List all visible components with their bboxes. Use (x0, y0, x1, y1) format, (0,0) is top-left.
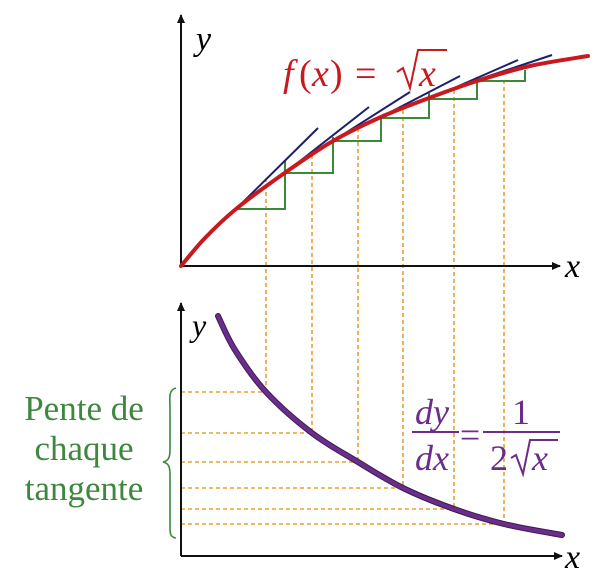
derivative-numerator: dy (415, 392, 449, 432)
equals-sign: = (460, 415, 480, 455)
paren-open: ( (299, 53, 312, 95)
annotation-line-1: Pente de (24, 389, 144, 428)
sqrt-sign-icon (510, 439, 558, 478)
radicand: x (418, 53, 436, 95)
guide-lines (181, 80, 505, 525)
rhs-radicand: x (531, 438, 548, 478)
sqrt-sign-icon (396, 49, 447, 92)
paren-close: ) (330, 53, 343, 95)
bottom-y-axis-label: y (189, 307, 207, 343)
derivative-curve (216, 314, 564, 537)
function-arg: x (311, 53, 329, 95)
top-x-axis-label: x (564, 248, 580, 285)
slope-step (285, 137, 334, 174)
slope-step (477, 70, 526, 82)
slope-steps (237, 70, 526, 210)
function-curve (179, 54, 590, 268)
function-name: f (283, 53, 298, 95)
derivative-curve-outline (215, 313, 565, 538)
rhs-numerator: 1 (512, 392, 530, 432)
derivative-denominator: dx (415, 438, 449, 478)
annotation-line-3: tangente (25, 469, 144, 508)
slope-step (429, 77, 478, 100)
slope-step (381, 93, 430, 119)
slope-step (333, 118, 382, 142)
brace-icon (162, 387, 177, 539)
function-label: f ( x ) = x (283, 49, 447, 95)
tangent-line (235, 127, 319, 210)
equals-sign: = (355, 53, 376, 95)
top-y-axis-label: y (193, 21, 212, 58)
slope-annotation: Pente de chaque tangente (24, 389, 144, 508)
derivative-label: dy dx = 1 2 x (412, 392, 560, 478)
rhs-coefficient: 2 (490, 438, 508, 478)
annotation-line-2: chaque (34, 429, 133, 468)
slope-step (237, 160, 286, 210)
bottom-x-axis-label: x (564, 539, 580, 575)
